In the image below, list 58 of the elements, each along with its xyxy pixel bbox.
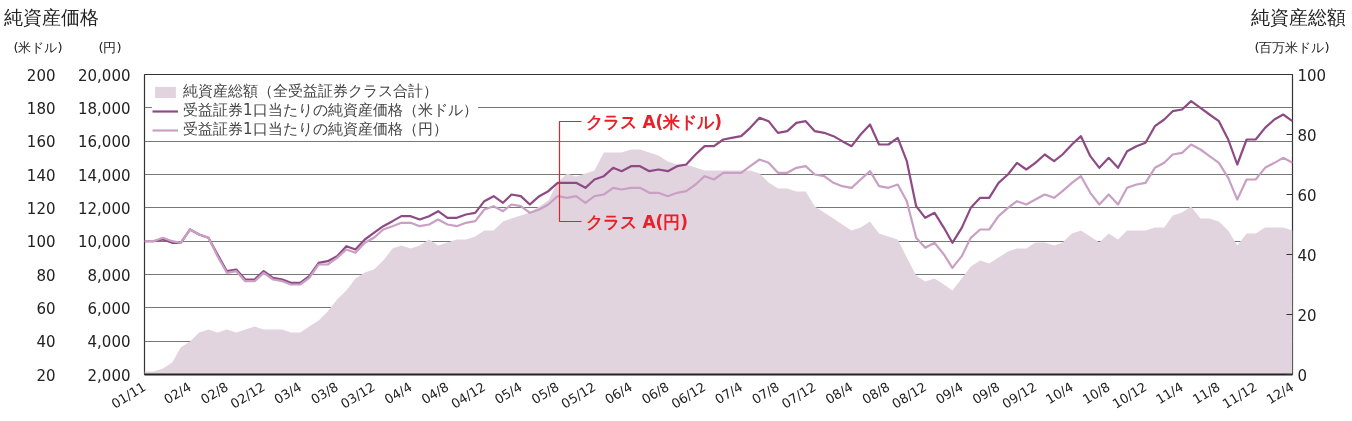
x-tick-label: 10/4 <box>1043 379 1076 408</box>
x-tick-label: 06/8 <box>638 379 672 408</box>
line-series <box>144 143 1293 286</box>
x-tick-label: 09/4 <box>932 379 966 408</box>
x-tick-label: 04/4 <box>381 379 415 408</box>
x-tick-label: 03/8 <box>308 379 341 408</box>
x-tick-label: 09/8 <box>969 379 1003 408</box>
y-tick-label: 40 <box>36 333 56 352</box>
y2-tick-label: 2,000 <box>87 366 131 385</box>
y2-tick-label: 14,000 <box>78 166 131 185</box>
y3-tick-label: 40 <box>1297 246 1317 265</box>
y2-tick-label: 4,000 <box>87 333 131 352</box>
y2-tick-label: 18,000 <box>78 99 131 118</box>
legend-label: 受益証券1口当たりの純資産価格（米ドル） <box>183 101 478 120</box>
y3-tick-label: 80 <box>1297 126 1317 145</box>
y-axis-title: (米ドル) <box>13 38 63 57</box>
x-tick-label: 07/4 <box>712 379 746 408</box>
x-tick-label: 02/8 <box>198 379 231 408</box>
annotation: クラス A(円) <box>585 211 689 232</box>
y2-tick-label: 12,000 <box>78 199 131 218</box>
y-tick-label: 160 <box>26 133 56 152</box>
x-tick-label: 04/8 <box>418 379 452 408</box>
y2-tick-label: 8,000 <box>87 266 131 285</box>
x-tick-label: 11/8 <box>1190 379 1223 408</box>
x-tick-label: 06/4 <box>602 379 635 408</box>
y2-tick-label: 16,000 <box>78 133 131 152</box>
y3-tick-label: 60 <box>1297 186 1317 205</box>
legend-label: 受益証券1口当たりの純資産価格（円） <box>183 120 448 139</box>
x-tick-label: 08/4 <box>822 379 856 408</box>
x-tick-label: 05/8 <box>528 379 562 408</box>
y-tick-label: 20 <box>36 366 56 385</box>
y3-tick-label: 20 <box>1297 306 1317 325</box>
x-tick-label: 02/4 <box>161 379 194 408</box>
y-tick-label: 60 <box>36 299 56 318</box>
y-tick-label: 200 <box>26 66 56 85</box>
y3-tick-label: 0 <box>1297 366 1308 385</box>
x-tick-label: 05/4 <box>492 379 525 408</box>
y-tick-label: 140 <box>26 166 56 185</box>
y-tick-label: 100 <box>26 233 56 252</box>
chart-title: 純資産価格 <box>4 5 99 31</box>
legend-label: 純資産総額（全受益証券クラス合計） <box>183 82 438 101</box>
y3-tick-label: 100 <box>1297 66 1327 85</box>
y2-axis-title: (円) <box>98 38 122 57</box>
y2-tick-label: 20,000 <box>78 66 131 85</box>
annotation: クラス A(米ドル) <box>585 111 723 132</box>
x-tick-label: 11/4 <box>1153 379 1186 408</box>
x-tick-label: 07/8 <box>749 379 782 408</box>
y3-axis-title: (百万米ドル) <box>1254 38 1330 57</box>
x-tick-label: 10/8 <box>1079 379 1113 408</box>
y-tick-label: 120 <box>26 199 56 218</box>
x-tick-label: 08/8 <box>859 379 893 408</box>
y2-tick-label: 10,000 <box>78 233 131 252</box>
x-tick-label: 03/4 <box>271 379 305 408</box>
y-tick-label: 180 <box>26 99 56 118</box>
x-tick-label: 12/4 <box>1263 379 1297 408</box>
text: 純資産総額 <box>1251 5 1346 31</box>
y-tick-label: 80 <box>36 266 56 285</box>
y2-tick-label: 6,000 <box>87 299 131 318</box>
